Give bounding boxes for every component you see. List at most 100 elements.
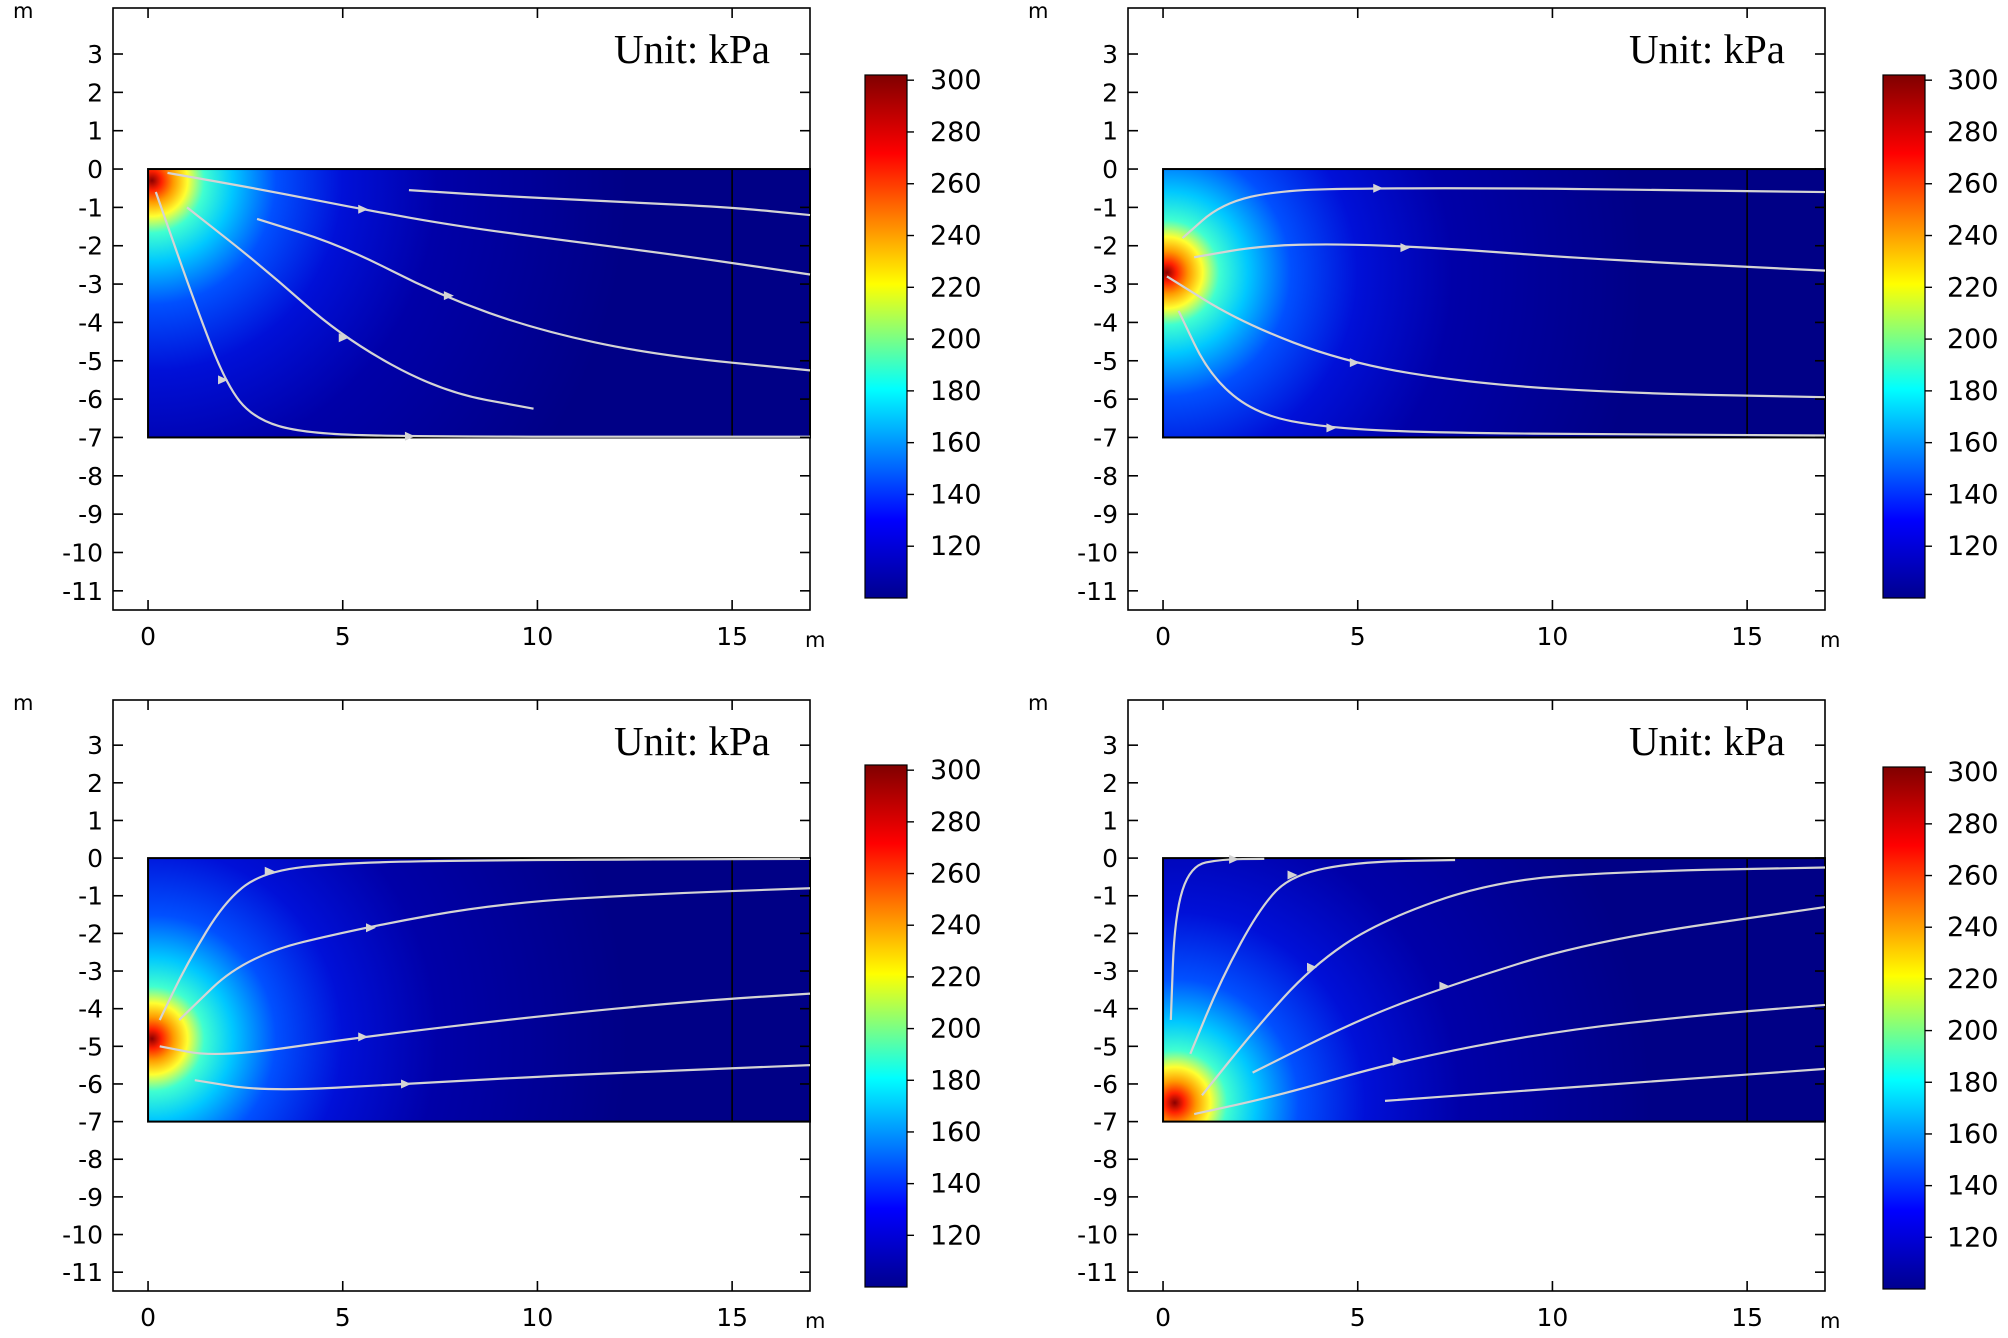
colorbar-tick-label: 240 — [930, 221, 982, 252]
streamline — [186, 206, 534, 410]
colorbar — [864, 74, 908, 599]
y-tick-label: -4 — [1093, 308, 1118, 337]
x-axis-label: m — [1820, 1309, 1840, 1333]
y-tick-label: 1 — [1102, 117, 1118, 146]
unit-annotation: Unit: kPa — [614, 26, 770, 72]
y-tick-label: -8 — [1093, 1145, 1118, 1174]
y-tick-label: -1 — [78, 882, 103, 911]
x-tick-label: 10 — [522, 1303, 554, 1332]
colorbar-tick-label: 300 — [1947, 65, 1999, 96]
y-tick-label: -3 — [78, 270, 103, 299]
colorbar-tick-label: 260 — [930, 169, 982, 200]
streamline — [159, 992, 811, 1056]
y-tick-label: 1 — [1102, 806, 1118, 835]
y-tick-label: -9 — [1093, 500, 1118, 529]
colorbar-tick-label: 120 — [930, 531, 982, 562]
colorbar-tick-label: 220 — [1947, 272, 1999, 303]
colorbar-tick-label: 200 — [930, 324, 982, 355]
streamline — [178, 887, 811, 1021]
colorbar-tick-label: 260 — [1947, 861, 1999, 892]
streamline — [194, 1064, 811, 1091]
colorbar-tick-label: 120 — [1947, 1222, 1999, 1253]
streamline — [408, 189, 811, 217]
y-tick-label: 3 — [1102, 731, 1118, 760]
streamline — [1169, 857, 1265, 1021]
x-tick-label: 10 — [1537, 1303, 1569, 1332]
streamline-arrow — [365, 923, 376, 933]
y-tick-label: -7 — [78, 423, 103, 452]
y-tick-label: -1 — [78, 193, 103, 222]
y-tick-label: 2 — [1102, 769, 1118, 798]
colorbar-tick-label: 120 — [930, 1220, 982, 1251]
colorbar-tick-label: 300 — [930, 65, 982, 96]
colorbar-tick-label: 240 — [1947, 221, 1999, 252]
y-tick-label: -11 — [62, 577, 103, 606]
y-tick-label: -10 — [62, 1221, 103, 1250]
y-tick-label: -8 — [78, 1145, 103, 1174]
streamline-arrow — [264, 866, 275, 876]
streamline-arrow — [443, 291, 454, 301]
y-tick-label: -9 — [78, 500, 103, 529]
y-tick-label: -10 — [62, 538, 103, 567]
y-axis-label: m — [13, 0, 33, 23]
y-tick-label: -3 — [1093, 957, 1118, 986]
colorbar-tick-label: 220 — [930, 962, 982, 993]
y-tick-label: 3 — [87, 40, 103, 69]
colorbar-tick-label: 140 — [1947, 479, 1999, 510]
colorbar-tick-label: 140 — [1947, 1171, 1999, 1202]
streamline — [154, 191, 810, 438]
panel-bottom-right: 0 5 10 153210-1-2-3-4-5-6-7-8-9-10-11mmUnit… — [1028, 691, 1999, 1333]
y-tick-label: -10 — [1077, 1221, 1118, 1250]
pressure-field — [1162, 857, 1826, 1123]
y-tick-label: 0 — [87, 155, 103, 184]
panel-top-left: 0 5 10 153210-1-2-3-4-5-6-7-8-9-10-11mmUnit… — [13, 0, 982, 652]
unit-annotation: Unit: kPa — [614, 718, 770, 764]
unit-annotation: Unit: kPa — [1629, 718, 1785, 764]
y-tick-label: 0 — [1102, 844, 1118, 873]
streamline-arrow — [1439, 981, 1450, 991]
y-axis-label: m — [1028, 691, 1048, 715]
streamline — [1194, 243, 1826, 272]
streamline — [1384, 1067, 1826, 1102]
y-tick-label: 0 — [1102, 155, 1118, 184]
colorbar-tick-label: 120 — [1947, 531, 1999, 562]
y-tick-label: -3 — [78, 957, 103, 986]
streamline — [256, 217, 811, 372]
colorbar-tick-label: 140 — [930, 479, 982, 510]
y-tick-label: 2 — [87, 78, 103, 107]
streamline-arrow — [404, 431, 415, 441]
colorbar-tick-label: 180 — [930, 1065, 982, 1096]
streamline — [1201, 866, 1826, 1096]
y-tick-label: -11 — [1077, 577, 1118, 606]
colorbar — [1882, 766, 1926, 1290]
y-tick-label: 3 — [1102, 40, 1118, 69]
y-tick-label: -2 — [1093, 232, 1118, 261]
x-tick-label: 15 — [716, 1303, 748, 1332]
x-tick-label: 5 — [335, 1303, 351, 1332]
y-axis-label: m — [1028, 0, 1048, 23]
y-tick-label: -1 — [1093, 882, 1118, 911]
y-tick-label: -3 — [1093, 270, 1118, 299]
colorbar-tick-label: 200 — [1947, 1016, 1999, 1047]
x-axis-label: m — [805, 1309, 825, 1333]
y-axis-label: m — [13, 691, 33, 715]
y-tick-label: 2 — [1102, 78, 1118, 107]
pressure-field — [1162, 168, 1826, 439]
streamline — [1252, 905, 1826, 1074]
colorbar-tick-label: 240 — [1947, 912, 1999, 943]
y-tick-label: -5 — [1093, 1032, 1118, 1061]
streamline-arrow — [1287, 870, 1298, 880]
y-tick-label: -6 — [78, 1070, 103, 1099]
colorbar-tick-label: 160 — [930, 428, 982, 459]
colorbar-tick-label: 300 — [1947, 757, 1999, 788]
y-tick-label: -6 — [1093, 385, 1118, 414]
y-tick-label: 1 — [87, 117, 103, 146]
x-tick-label: 5 — [335, 622, 351, 651]
unit-annotation: Unit: kPa — [1629, 26, 1785, 72]
x-tick-label: 0 — [1155, 622, 1171, 651]
pressure-field — [147, 168, 812, 439]
colorbar-tick-label: 200 — [1947, 324, 1999, 355]
streamline — [1193, 1003, 1826, 1116]
streamline-arrow — [1400, 243, 1411, 253]
y-tick-label: 1 — [87, 806, 103, 835]
